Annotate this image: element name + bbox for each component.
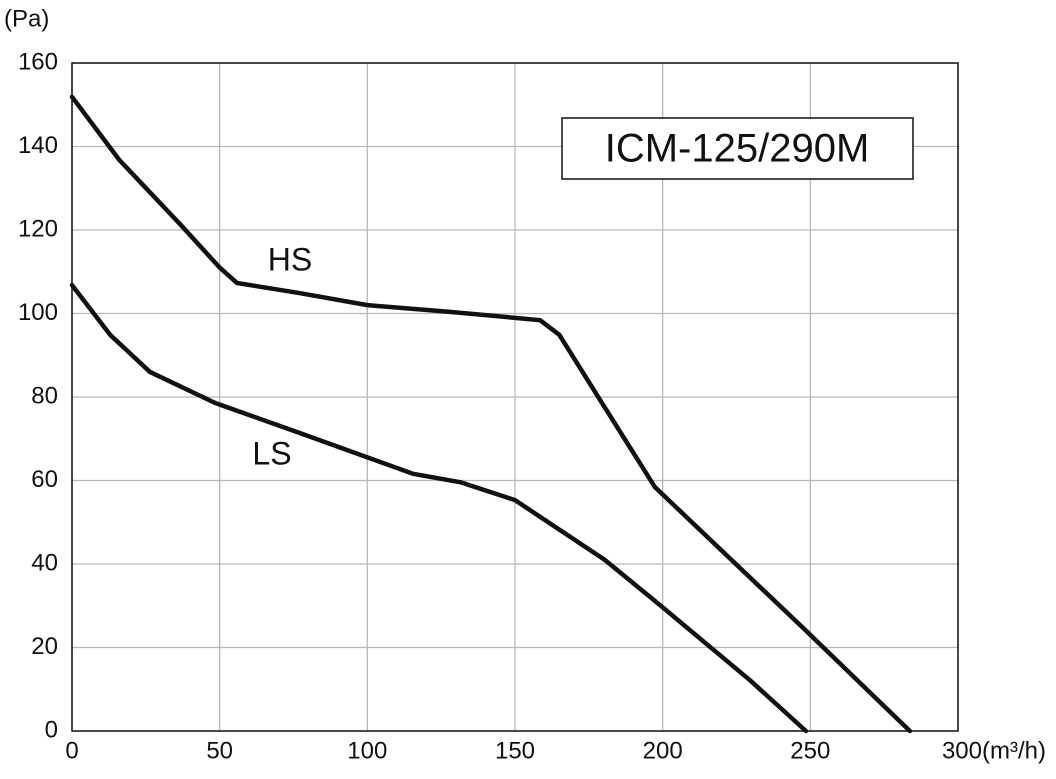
- chart-title: ICM-125/290M: [605, 127, 870, 171]
- series-label: LS: [252, 435, 291, 471]
- series-label: HS: [268, 241, 312, 277]
- x-tick-label: 50: [206, 737, 233, 764]
- y-tick-label: 80: [31, 382, 58, 409]
- x-tick-label: 0: [65, 737, 78, 764]
- y-tick-label: 40: [31, 549, 58, 576]
- x-tick-label: 150: [495, 737, 535, 764]
- y-tick-label: 20: [31, 633, 58, 660]
- y-tick-label: 120: [18, 215, 58, 242]
- y-tick-label: 100: [18, 299, 58, 326]
- y-tick-label: 60: [31, 466, 58, 493]
- title-box: [561, 117, 914, 180]
- y-axis-label: (Pa): [4, 5, 49, 32]
- x-tick-label: 250: [790, 737, 830, 764]
- x-tick-label: 100: [347, 737, 387, 764]
- y-tick-label: 160: [18, 48, 58, 75]
- plot-frame: [71, 62, 959, 732]
- x-tick-label: 300: [942, 737, 982, 764]
- x-tick-label: 200: [643, 737, 683, 764]
- curve: [69, 94, 913, 734]
- y-tick-label: 140: [18, 132, 58, 159]
- curve: [69, 282, 809, 734]
- y-tick-label: 0: [45, 716, 58, 743]
- x-axis-label: (m³/h): [982, 737, 1046, 764]
